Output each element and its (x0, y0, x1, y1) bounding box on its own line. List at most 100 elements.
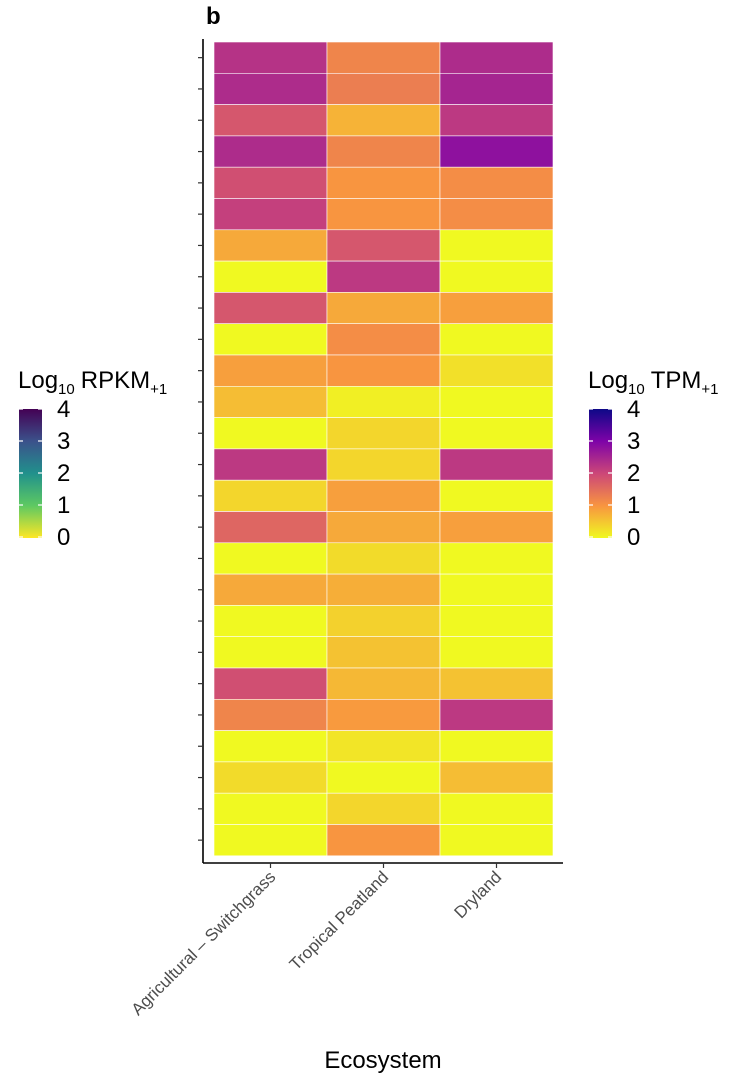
heatmap-cell (439, 292, 554, 324)
heatmap-cell (213, 573, 328, 606)
heatmap-cell (213, 354, 328, 387)
panel-label: b (206, 3, 221, 30)
y-ticks (198, 57, 203, 841)
x-tick-label: Tropical Peatland (286, 867, 393, 974)
heatmap-cell (326, 605, 441, 638)
heatmap-cell (213, 542, 328, 575)
heatmap-cell (326, 354, 441, 387)
heatmap-cell (213, 41, 328, 74)
heatmap-cell (439, 229, 554, 262)
heatmap-cell (326, 698, 441, 731)
legend-rpkm: Log10 RPKM+1 4 3 2 1 0 (18, 367, 167, 551)
legend-tick-label: 2 (627, 460, 640, 487)
heatmap-cell (326, 511, 441, 544)
heatmap-cell (439, 511, 554, 544)
heatmap-cell (439, 166, 554, 199)
legend-tick-label: 1 (57, 492, 70, 519)
heatmap-cell (326, 479, 441, 512)
heatmap-cell (326, 385, 441, 418)
heatmap-cell (213, 730, 328, 763)
heatmap-cell (326, 417, 441, 450)
legend-rpkm-title: Log10 RPKM+1 (18, 367, 167, 398)
heatmap-cell (213, 198, 328, 231)
heatmap-cell (213, 260, 328, 293)
legend-tick-label: 1 (627, 492, 640, 519)
heatmap-cell (439, 792, 554, 825)
heatmap-cell (326, 730, 441, 763)
x-axis-title: Ecosystem (324, 1047, 441, 1074)
heatmap-cell (213, 761, 328, 794)
heatmap-cell (326, 41, 441, 74)
heatmap-cell (439, 667, 554, 700)
heatmap-cell (326, 104, 441, 137)
heatmap-cell (213, 73, 328, 105)
heatmap-cell (213, 824, 328, 857)
legend-tick-label: 3 (627, 428, 640, 455)
heatmap-cell (213, 385, 328, 418)
heatmap-cells (213, 41, 554, 857)
legend-tpm-colorbar (589, 409, 612, 538)
heatmap-cell (326, 792, 441, 825)
heatmap-cell (439, 385, 554, 418)
heatmap-cell (213, 511, 328, 544)
x-tick-label: Dryland (450, 867, 505, 922)
legend-tpm: Log10 TPM+1 4 3 2 1 0 (588, 367, 719, 551)
heatmap-cell (326, 573, 441, 606)
heatmap-cell (439, 354, 554, 387)
heatmap-cell (439, 824, 554, 857)
x-ticks: Agricultural – Switchgrass Tropical Peatl… (128, 863, 505, 1019)
heatmap-cell (439, 135, 554, 168)
heatmap-cell (326, 448, 441, 481)
heatmap-cell (439, 730, 554, 763)
heatmap-cell (439, 698, 554, 731)
heatmap-cell (326, 824, 441, 857)
heatmap-cell (326, 135, 441, 168)
heatmap-cell (439, 417, 554, 450)
heatmap-cell (326, 761, 441, 794)
heatmap-cell (213, 104, 328, 137)
heatmap-cell (439, 73, 554, 105)
heatmap-cell (213, 667, 328, 700)
heatmap-cell (213, 479, 328, 512)
heatmap-cell (439, 636, 554, 669)
legend-rpkm-colorbar (19, 409, 42, 538)
heatmap-cell (213, 135, 328, 168)
heatmap-cell (326, 667, 441, 700)
heatmap-cell (326, 292, 441, 324)
x-tick-label: Agricultural – Switchgrass (128, 867, 280, 1019)
heatmap-cell (326, 542, 441, 575)
heatmap-cell (439, 605, 554, 638)
heatmap-cell (439, 761, 554, 794)
heatmap-cell (213, 166, 328, 199)
heatmap-cell (213, 323, 328, 356)
legend-tick-label: 3 (57, 428, 70, 455)
heatmap-cell (439, 41, 554, 74)
heatmap-cell (213, 292, 328, 324)
heatmap-cell (213, 792, 328, 825)
heatmap-cell (213, 698, 328, 731)
heatmap-cell (326, 166, 441, 199)
legend-tick-label: 4 (627, 396, 640, 423)
heatmap-cell (213, 229, 328, 262)
legend-tpm-title: Log10 TPM+1 (588, 367, 719, 398)
heatmap-cell (326, 636, 441, 669)
heatmap-cell (439, 573, 554, 606)
heatmap-cell (213, 636, 328, 669)
heatmap-cell (439, 198, 554, 231)
heatmap-cell (439, 448, 554, 481)
legend-tick-label: 0 (627, 524, 640, 551)
heatmap-cell (439, 260, 554, 293)
legend-tick-label: 4 (57, 396, 70, 423)
heatmap-cell (213, 417, 328, 450)
heatmap-cell (439, 323, 554, 356)
heatmap-cell (439, 479, 554, 512)
heatmap-cell (326, 323, 441, 356)
heatmap-cell (213, 605, 328, 638)
heatmap-cell (439, 542, 554, 575)
heatmap-cell (326, 198, 441, 231)
heatmap-cell (213, 448, 328, 481)
legend-tick-label: 0 (57, 524, 70, 551)
heatmap-cell (326, 260, 441, 293)
heatmap-cell (439, 104, 554, 137)
